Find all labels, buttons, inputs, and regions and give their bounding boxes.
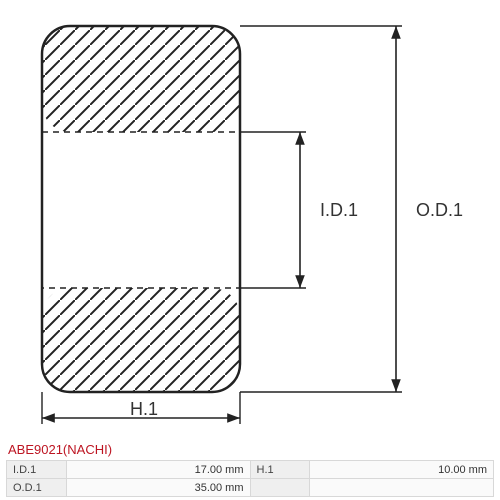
svg-text:O.D.1: O.D.1 [416,200,463,220]
spec-table: I.D.1 17.00 mm H.1 10.00 mm O.D.1 35.00 … [6,460,494,497]
table-row: O.D.1 35.00 mm [7,479,494,497]
cross-section-svg: H.1 I.D.1 O.D.1 [0,0,500,440]
diagram-area: H.1 I.D.1 O.D.1 [0,0,500,440]
spec-label: O.D.1 [7,479,67,497]
table-row: I.D.1 17.00 mm H.1 10.00 mm [7,461,494,479]
svg-text:H.1: H.1 [130,399,158,419]
spec-value-empty [310,479,494,497]
part-title: ABE9021(NACHI) [8,442,112,457]
spec-label: I.D.1 [7,461,67,479]
spec-value: 35.00 mm [66,479,250,497]
spec-label-empty [250,479,310,497]
spec-value: 10.00 mm [310,461,494,479]
svg-text:I.D.1: I.D.1 [320,200,358,220]
spec-value: 17.00 mm [66,461,250,479]
spec-label: H.1 [250,461,310,479]
